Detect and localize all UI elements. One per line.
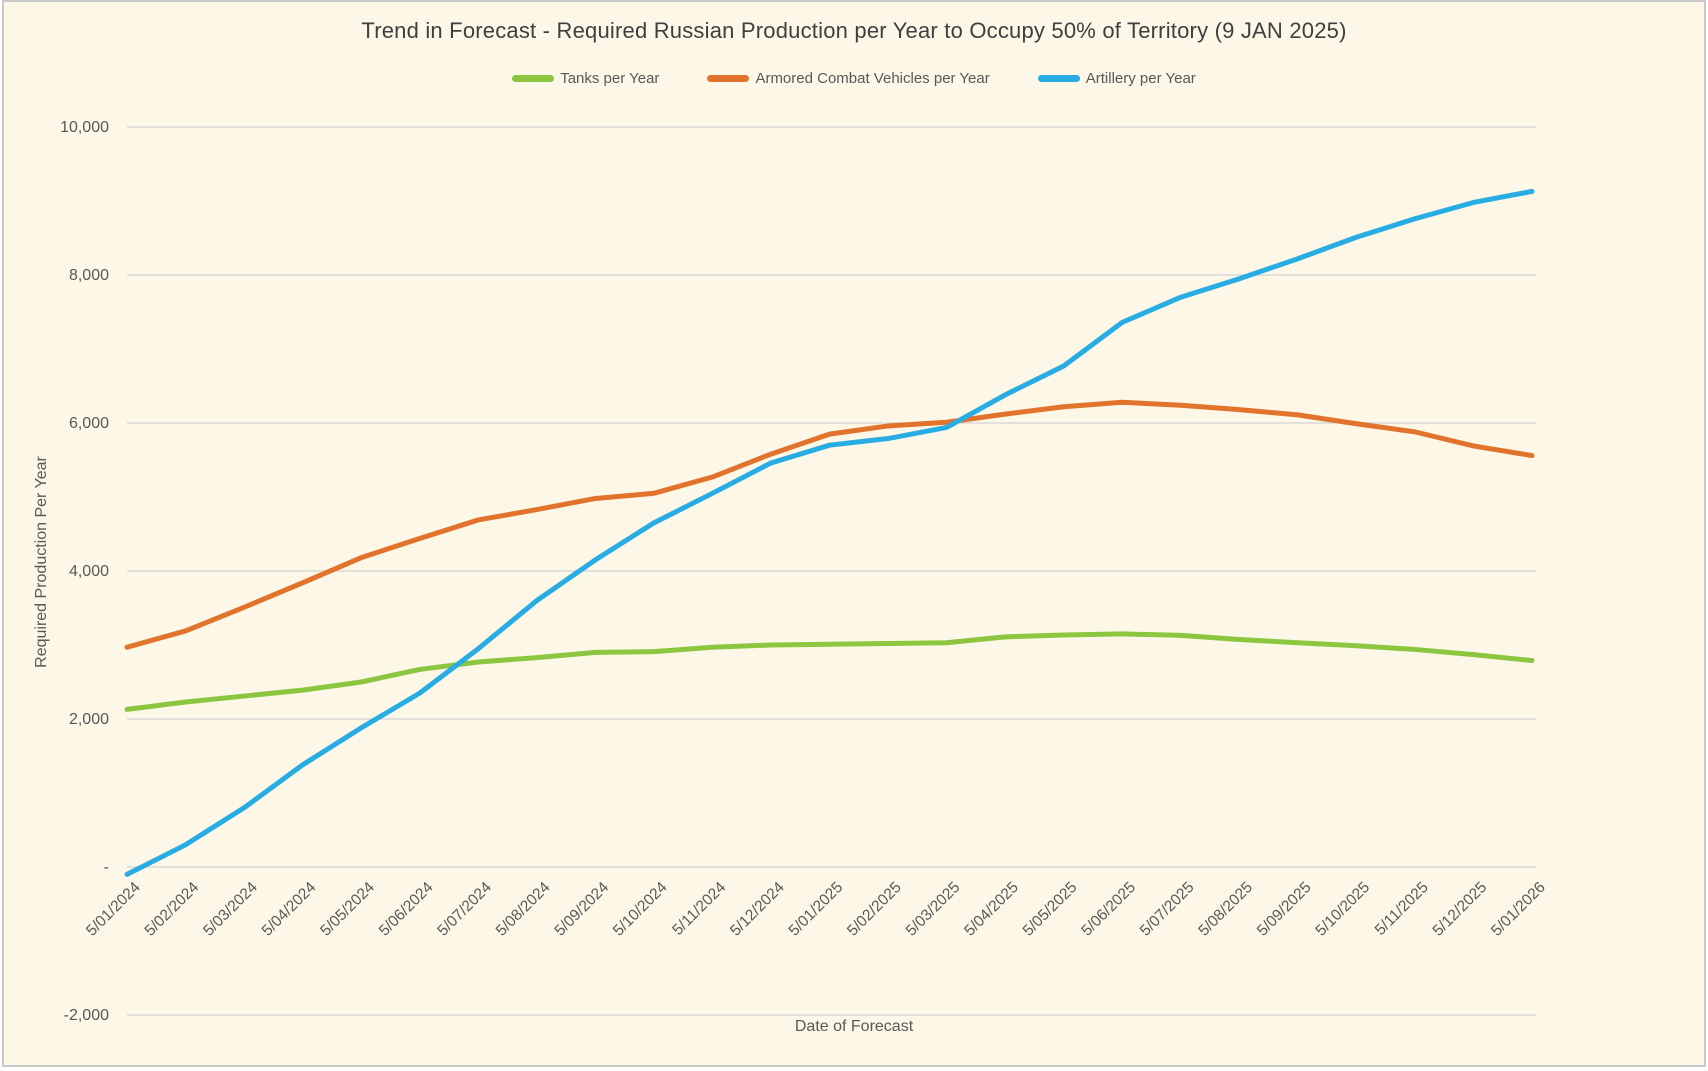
x-axis-tick-label: 5/07/2024 (434, 879, 495, 940)
legend-item-tanks-per-year: Tanks per Year (512, 70, 659, 87)
x-axis-tick-label: 5/08/2025 (1195, 879, 1256, 940)
x-axis-tick-label: 5/09/2025 (1254, 879, 1315, 940)
plot-area: 10,000 8,000 6,000 4,000 2,000 - -2,000 5/01/20… (60, 119, 1549, 1024)
x-axis-tick-label: 5/08/2024 (493, 879, 554, 940)
x-axis-tick-label: 5/05/2025 (1020, 879, 1081, 940)
series-line-artillery-per-year (124, 188, 1535, 877)
x-axis-tick-label: 5/12/2024 (727, 879, 788, 940)
x-axis-tick-label: 5/12/2025 (1429, 879, 1490, 940)
x-axis-tick-label: 5/01/2026 (1488, 879, 1549, 940)
x-axis-tick-label: 5/02/2025 (844, 879, 905, 940)
y-axis-tick-label: 2,000 (69, 711, 109, 728)
x-axis-tick-label: 5/03/2025 (903, 879, 964, 940)
legend-swatch (707, 75, 750, 82)
y-axis-tick-label: - (104, 859, 109, 876)
x-axis-tick-label: 5/11/2024 (669, 879, 729, 939)
legend-label: Armored Combat Vehicles per Year (755, 70, 990, 87)
y-axis-tick-label: 4,000 (69, 563, 109, 580)
y-axis-tick-label: 8,000 (69, 267, 109, 284)
chart-legend: Tanks per Year Armored Combat Vehicles pe… (4, 70, 1704, 87)
x-axis-tick-label: 5/10/2024 (610, 879, 671, 940)
x-axis-tick-label: 5/04/2025 (961, 879, 1022, 940)
chart-title: Trend in Forecast - Required Russian Pro… (361, 18, 1347, 43)
x-axis-tick-label: 5/07/2025 (1137, 879, 1198, 940)
x-axis-tick-label: 5/03/2024 (200, 879, 261, 940)
legend-swatch (1037, 75, 1080, 82)
legend-label: Tanks per Year (560, 70, 660, 87)
series-line-armored-combat-vehicles-per-year (124, 399, 1535, 650)
x-axis-tick-label: 5/10/2025 (1312, 879, 1373, 940)
x-axis-tick-label: 5/11/2025 (1372, 879, 1432, 939)
legend-item-armored-combat-vehicles-per-year: Armored Combat Vehicles per Year (707, 70, 990, 87)
legend-swatch (512, 75, 555, 82)
y-axis-tick-label: 10,000 (60, 119, 109, 136)
x-axis-tick-label: 5/05/2024 (317, 879, 378, 940)
x-axis-tick-label: 5/01/2024 (83, 879, 144, 940)
series-line-tanks-per-year (124, 631, 1535, 712)
y-axis-tick-label: -2,000 (64, 1007, 109, 1024)
x-axis-tick-label: 5/09/2024 (551, 879, 612, 940)
y-axis-tick-label: 6,000 (69, 415, 109, 432)
legend-item-artillery-per-year: Artillery per Year (1037, 70, 1196, 87)
x-axis-title: Date of Forecast (794, 1018, 914, 1035)
x-axis-tick-label: 5/06/2025 (1078, 879, 1139, 940)
y-axis-title: Required Production Per Year (33, 456, 50, 668)
x-axis-tick-label: 5/06/2024 (376, 879, 437, 940)
x-axis-tick-label: 5/02/2024 (142, 879, 203, 940)
x-axis-tick-label: 5/04/2024 (259, 879, 320, 940)
legend-label: Artillery per Year (1085, 70, 1196, 87)
x-axis-tick-label: 5/01/2025 (786, 879, 847, 940)
